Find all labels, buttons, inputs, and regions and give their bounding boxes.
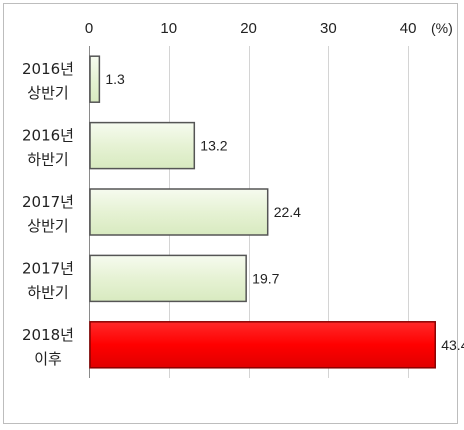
category-label: 이후	[34, 350, 62, 368]
category-label: 하반기	[27, 283, 68, 301]
bar	[89, 188, 269, 236]
bar	[89, 321, 436, 369]
data-label: 43.4	[441, 337, 464, 353]
data-label: 19.7	[252, 270, 279, 286]
x-tick-label: 10	[160, 20, 177, 37]
category-label: 2016년	[22, 60, 74, 78]
bar-layer	[89, 55, 436, 369]
category-label: 2017년	[22, 193, 74, 211]
unit-label: (%)	[431, 20, 453, 36]
category-label: 상반기	[27, 84, 68, 102]
category-label: 2016년	[22, 127, 74, 145]
x-tick-label: 0	[85, 20, 93, 37]
bar	[89, 55, 101, 103]
bar	[89, 254, 247, 303]
category-label: 하반기	[27, 151, 68, 169]
value-labels: 1.3 13.2 22.4 19.7 43.4	[105, 71, 464, 353]
x-tick-label: 40	[400, 20, 417, 37]
category-label: 상반기	[27, 217, 68, 235]
x-tick-label: 20	[240, 20, 257, 37]
category-label: 2018년	[22, 326, 74, 344]
x-axis: 0 10 20 30 40	[85, 20, 417, 37]
bar	[89, 121, 196, 170]
data-label: 22.4	[274, 204, 301, 220]
x-tick-label: 30	[320, 20, 337, 37]
data-label: 1.3	[105, 71, 125, 87]
category-label: 2017년	[22, 259, 74, 277]
data-label: 13.2	[200, 138, 227, 154]
